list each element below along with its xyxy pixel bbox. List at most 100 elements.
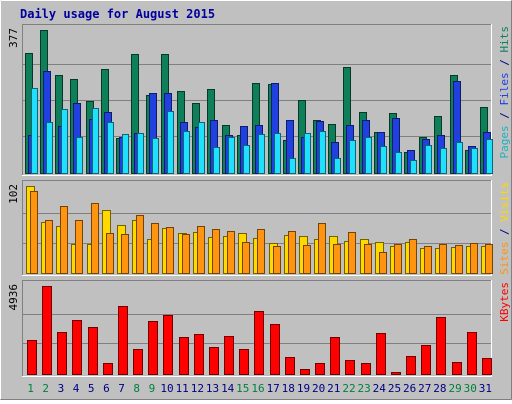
day-label: 21: [327, 382, 340, 395]
bar-sites: [182, 234, 190, 274]
panel-hits-files-pages: 377 Pages / Files / Hits: [7, 24, 511, 176]
bar-pages: [198, 122, 205, 174]
bar-sites: [60, 206, 68, 274]
bar-sites: [30, 191, 38, 274]
bar-kbytes: [148, 321, 158, 375]
bar-pages: [289, 158, 296, 174]
day-label: 16: [251, 382, 264, 395]
legend-visits-sites: Sites / Visits: [498, 182, 511, 275]
y-max-label: 4936: [7, 284, 20, 311]
y-max-label: 102: [7, 184, 20, 204]
bar-kbytes: [209, 347, 219, 375]
bar-kbytes: [330, 337, 340, 375]
bar-sites: [273, 246, 281, 274]
day-label: 1: [27, 382, 34, 395]
day-label: 27: [418, 382, 431, 395]
day-label: 25: [388, 382, 401, 395]
legend-entry: Pages: [498, 125, 511, 158]
bar-pages: [122, 134, 129, 174]
panels-layer: 377 Pages / Files / Hits 102 Sites / Visits…: [7, 24, 511, 377]
bar-pages: [243, 145, 250, 174]
day-label: 26: [403, 382, 416, 395]
bar-pages: [92, 108, 99, 174]
bar-kbytes: [421, 345, 431, 375]
bar-kbytes: [361, 363, 371, 375]
bar-sites: [242, 242, 250, 274]
panel-kbytes: 4936 KBytes: [7, 280, 511, 377]
bar-kbytes: [270, 324, 280, 375]
bar-pages: [456, 142, 463, 174]
bar-kbytes: [239, 349, 249, 375]
day-label: 13: [206, 382, 219, 395]
bar-sites: [470, 243, 478, 274]
bar-pages: [349, 140, 356, 174]
day-label: 14: [221, 382, 235, 395]
bar-pages: [440, 148, 447, 174]
y-max-label: 377: [7, 28, 20, 48]
bar-sites: [364, 244, 372, 274]
bar-pages: [319, 131, 326, 174]
legend-entry: Hits: [498, 26, 511, 53]
day-label: 7: [118, 382, 125, 395]
day-label: 28: [433, 382, 446, 395]
bar-sites: [409, 239, 417, 274]
bar-kbytes: [88, 327, 98, 375]
day-label: 10: [160, 382, 173, 395]
bar-sites: [227, 231, 235, 274]
legend-entry: Files: [498, 72, 511, 105]
bar-pages: [107, 122, 114, 174]
day-labels: 1 2 3 4 5 6 7 8 9 10 11 12 13 14 15 16 17 18 19 20 21 22 23 24 2…: [27, 382, 492, 395]
day-label: 2: [42, 382, 49, 395]
day-label: 29: [448, 382, 461, 395]
bar-sites: [121, 234, 129, 274]
bar-pages: [334, 158, 341, 174]
bar-pages: [61, 109, 68, 174]
bar-kbytes: [179, 337, 189, 375]
bar-sites: [394, 244, 402, 274]
bar-pages: [274, 133, 281, 174]
bar-sites: [75, 220, 83, 274]
day-label: 11: [176, 382, 189, 395]
bar-pages: [152, 138, 159, 174]
day-label: 9: [149, 382, 156, 395]
day-label: 8: [133, 382, 140, 395]
bar-pages: [46, 122, 53, 174]
bar-kbytes: [376, 333, 386, 375]
bar-sites: [136, 215, 144, 274]
bar-kbytes: [72, 320, 82, 375]
bar-sites: [288, 231, 296, 274]
bar-sites: [166, 227, 174, 274]
chart-title: Daily usage for August 2015: [20, 7, 215, 21]
bar-pages: [486, 139, 493, 174]
bar-pages: [410, 160, 417, 174]
day-label: 3: [58, 382, 65, 395]
bar-sites: [303, 245, 311, 274]
bar-sites: [379, 252, 387, 274]
bar-kbytes: [345, 360, 355, 375]
bar-sites: [439, 244, 447, 274]
day-label: 17: [267, 382, 280, 395]
bar-kbytes: [194, 334, 204, 375]
bar-sites: [91, 203, 99, 274]
day-label: 31: [479, 382, 492, 395]
bar-sites: [45, 220, 53, 274]
day-label: 23: [357, 382, 370, 395]
bar-pages: [304, 133, 311, 174]
legend-entry: KBytes: [498, 282, 511, 322]
bar-pages: [167, 111, 174, 174]
bar-kbytes: [118, 306, 128, 375]
bar-pages: [425, 145, 432, 174]
bar-kbytes: [300, 369, 310, 375]
bar-kbytes: [27, 340, 37, 375]
bar-kbytes: [315, 363, 325, 375]
day-label: 18: [282, 382, 295, 395]
bar-kbytes: [285, 357, 295, 375]
bar-kbytes: [436, 317, 446, 375]
bar-pages: [258, 134, 265, 174]
bar-pages: [213, 147, 220, 174]
bar-kbytes: [103, 363, 113, 375]
bar-pages: [471, 148, 478, 174]
day-label: 20: [312, 382, 325, 395]
